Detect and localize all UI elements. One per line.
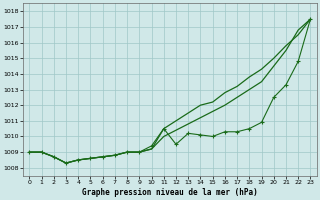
X-axis label: Graphe pression niveau de la mer (hPa): Graphe pression niveau de la mer (hPa) — [82, 188, 258, 197]
